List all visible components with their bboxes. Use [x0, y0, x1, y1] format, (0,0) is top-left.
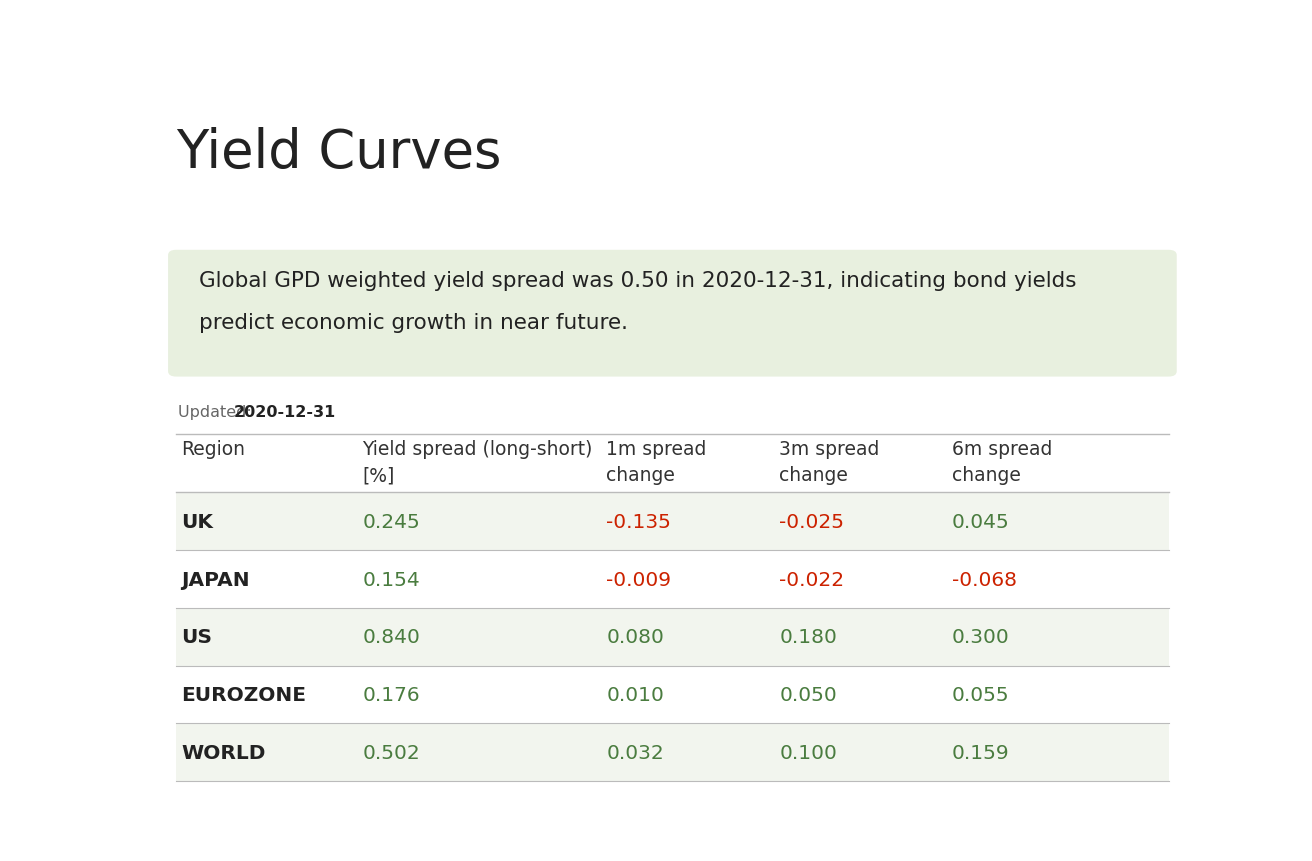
Text: WORLD: WORLD	[181, 743, 265, 762]
Text: 1m spread
change: 1m spread change	[606, 439, 707, 485]
Text: 0.176: 0.176	[362, 685, 420, 704]
Bar	[176, 550, 1169, 608]
Text: 0.159: 0.159	[953, 743, 1010, 762]
Text: 3m spread
change: 3m spread change	[779, 439, 879, 485]
Text: Updated:: Updated:	[178, 405, 257, 420]
Text: 2020-12-31: 2020-12-31	[234, 405, 336, 420]
Text: 0.154: 0.154	[362, 570, 420, 589]
Text: -0.025: -0.025	[779, 512, 844, 531]
Text: 0.050: 0.050	[779, 685, 837, 704]
Text: 0.300: 0.300	[953, 628, 1010, 647]
Text: 0.080: 0.080	[606, 628, 664, 647]
Bar	[176, 723, 1169, 781]
Text: 0.180: 0.180	[779, 628, 837, 647]
Text: -0.022: -0.022	[779, 570, 845, 589]
Text: 0.055: 0.055	[953, 685, 1010, 704]
FancyBboxPatch shape	[168, 251, 1177, 377]
Text: 0.045: 0.045	[953, 512, 1010, 531]
Text: US: US	[181, 628, 213, 647]
Text: -0.135: -0.135	[606, 512, 672, 531]
Bar	[176, 608, 1169, 666]
Text: 0.010: 0.010	[606, 685, 664, 704]
Text: Yield Curves: Yield Curves	[176, 127, 501, 178]
Text: 0.032: 0.032	[606, 743, 664, 762]
Text: UK: UK	[181, 512, 214, 531]
Text: 0.502: 0.502	[362, 743, 420, 762]
Text: 0.840: 0.840	[362, 628, 420, 647]
Text: predict economic growth in near future.: predict economic growth in near future.	[198, 313, 627, 332]
Text: Global GPD weighted yield spread was 0.50 in 2020-12-31, indicating bond yields: Global GPD weighted yield spread was 0.5…	[198, 270, 1076, 290]
Text: -0.068: -0.068	[953, 570, 1017, 589]
Text: EUROZONE: EUROZONE	[181, 685, 306, 704]
Text: Region: Region	[181, 439, 245, 458]
Text: JAPAN: JAPAN	[181, 570, 249, 589]
Text: 6m spread
change: 6m spread change	[953, 439, 1052, 485]
Bar	[176, 666, 1169, 723]
Bar	[176, 492, 1169, 550]
Text: Yield spread (long-short)
[%]: Yield spread (long-short) [%]	[362, 439, 593, 485]
Text: -0.009: -0.009	[606, 570, 672, 589]
Text: 0.100: 0.100	[779, 743, 837, 762]
Text: 0.245: 0.245	[362, 512, 420, 531]
